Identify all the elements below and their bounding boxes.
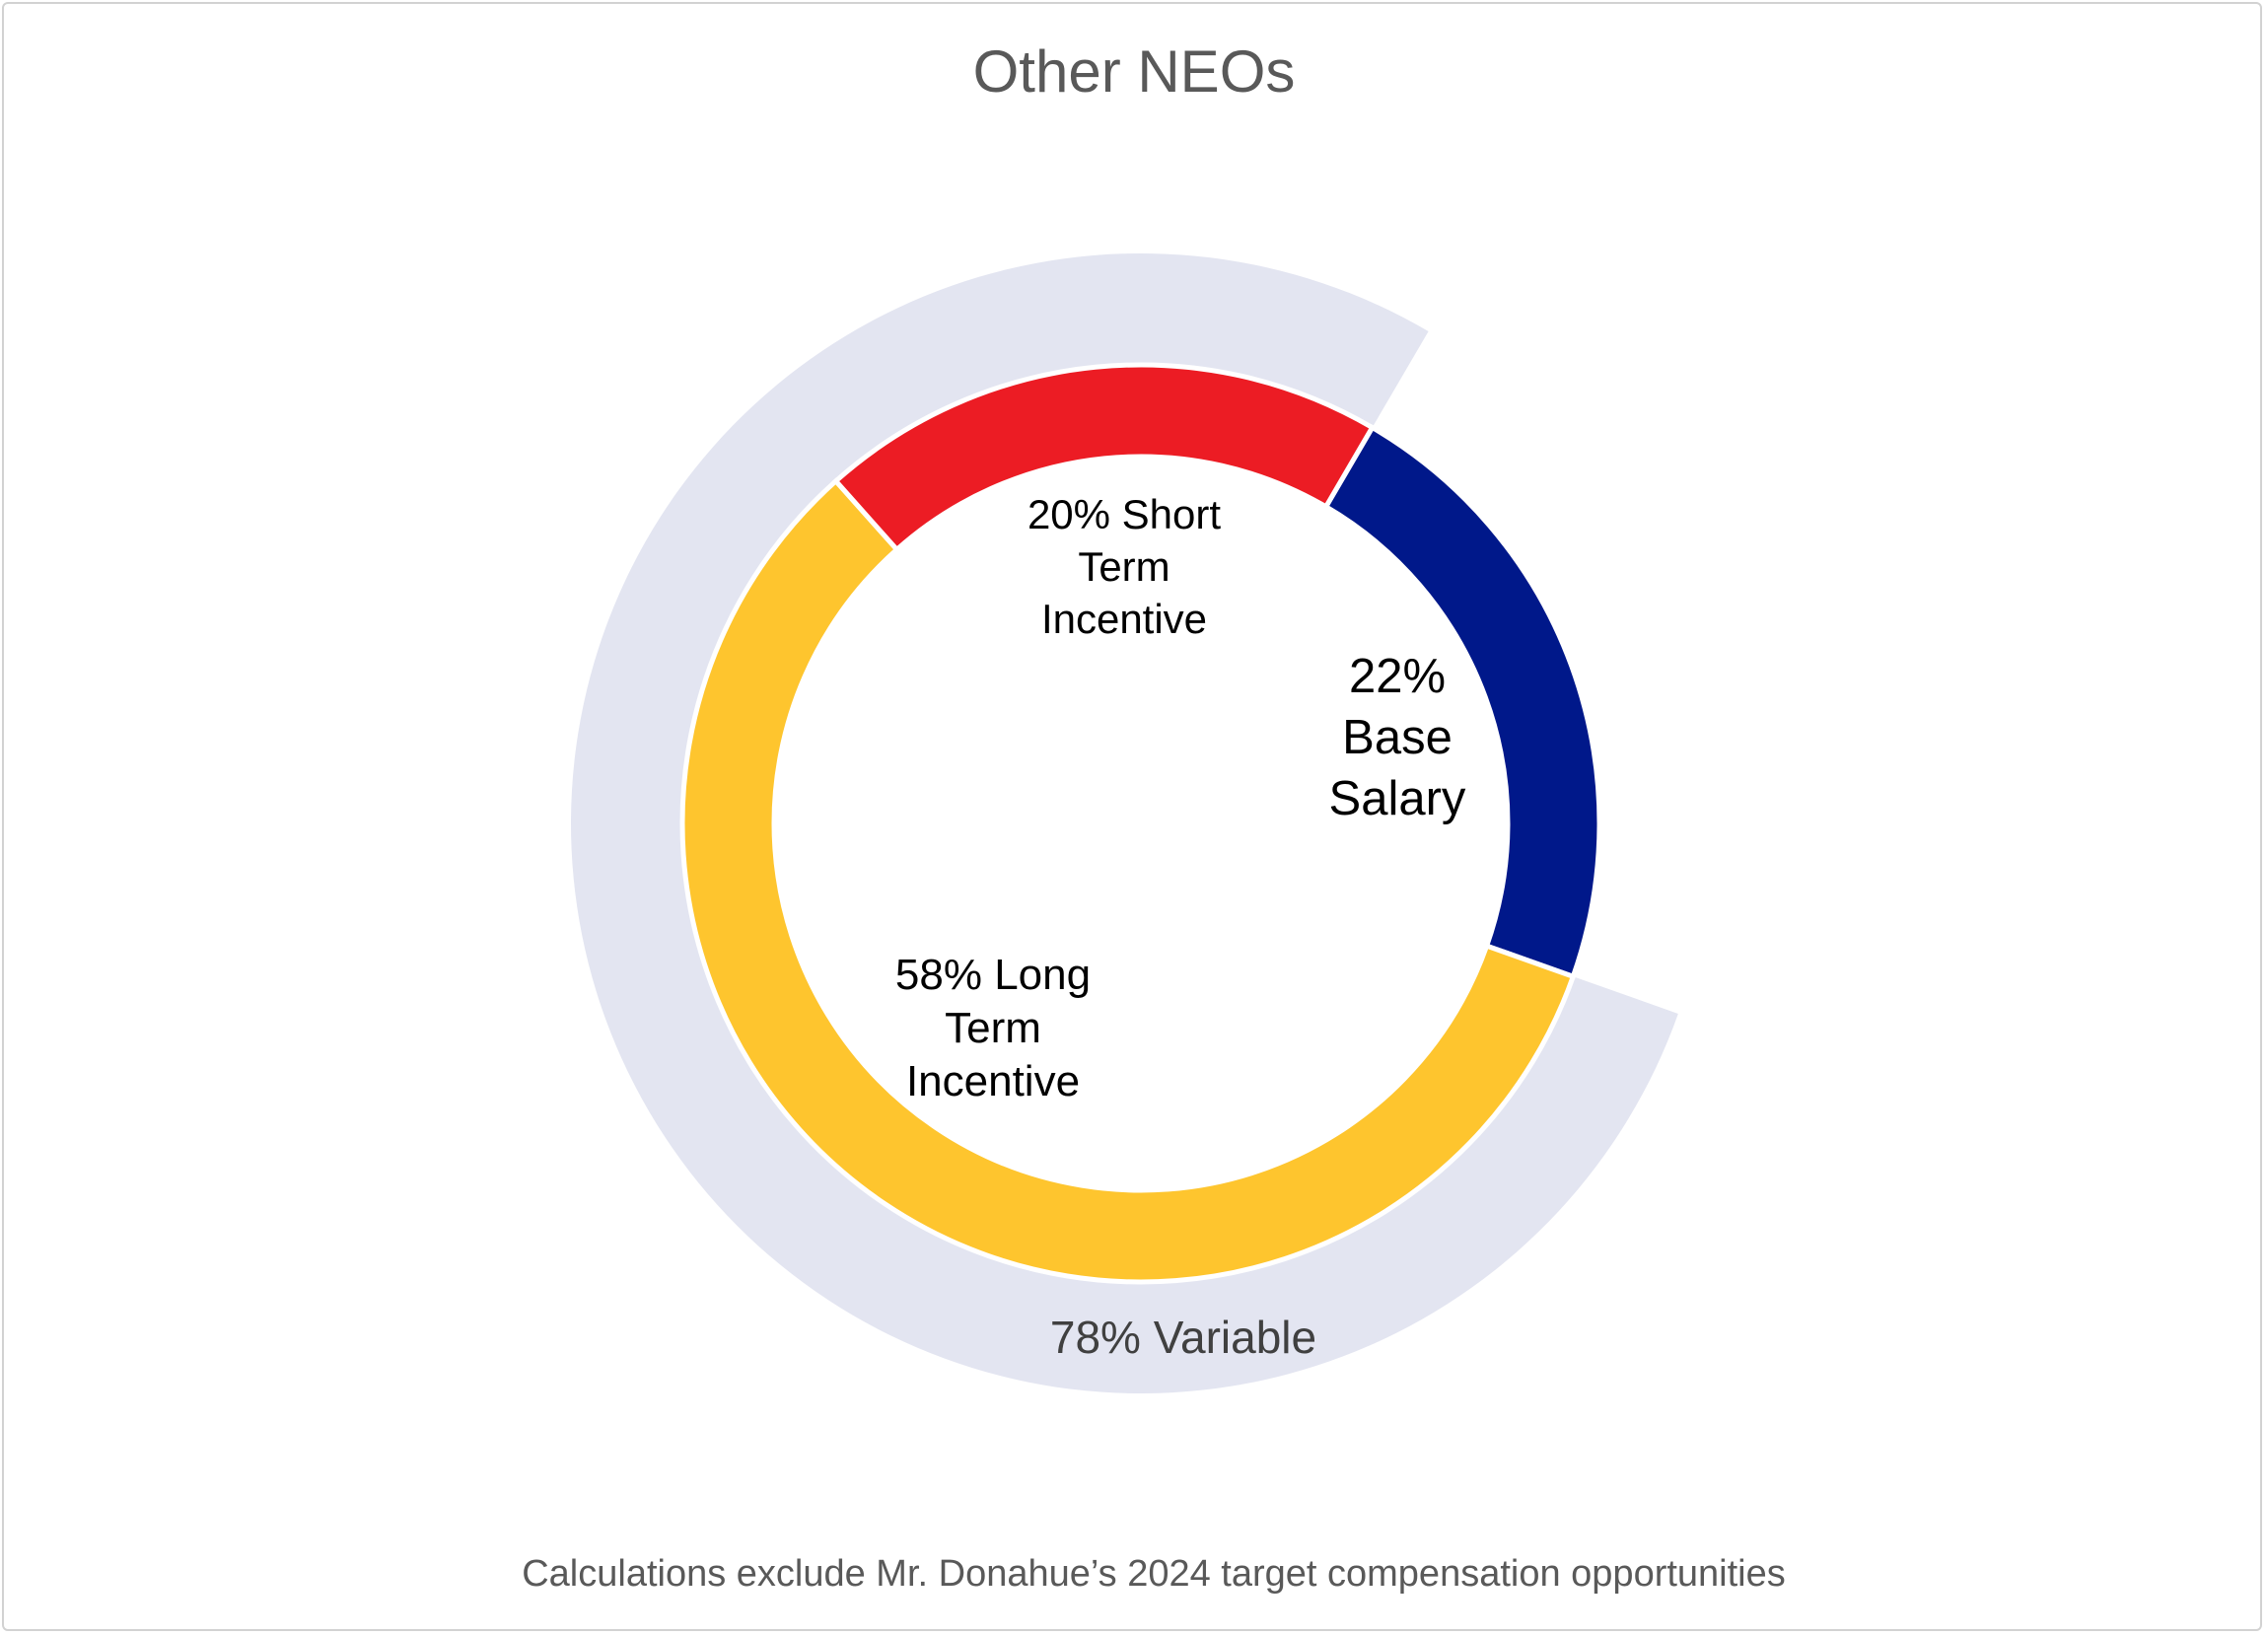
- slice-label-line: Base: [1342, 711, 1453, 764]
- slice-label-line: Salary: [1329, 772, 1466, 825]
- slice-layer: [679, 362, 1602, 1285]
- variable-band-label: 78% Variable: [1050, 1312, 1316, 1363]
- slice-label-line: 22%: [1349, 650, 1446, 703]
- base-salary-label: 22% Base Salary: [1329, 650, 1466, 825]
- short-term-incentive-label: 20% Short Term Incentive: [1028, 491, 1221, 642]
- slice-label-line: Incentive: [906, 1057, 1080, 1105]
- long-term-incentive-slice: [679, 477, 1577, 1285]
- slice-label-line: Term: [1078, 543, 1169, 590]
- slice-label-line: 20% Short: [1028, 491, 1221, 537]
- slice-label-line: 58% Long: [895, 951, 1091, 999]
- slice-label-line: Incentive: [1041, 596, 1207, 642]
- slice-label-line: Term: [945, 1004, 1041, 1052]
- long-term-incentive-label: 58% Long Term Incentive: [895, 951, 1091, 1105]
- chart-title: Other NEOs: [973, 38, 1296, 105]
- short-term-incentive-slice: [832, 362, 1377, 553]
- chart-footnote: Calculations exclude Mr. Donahue’s 2024 …: [522, 1553, 1786, 1595]
